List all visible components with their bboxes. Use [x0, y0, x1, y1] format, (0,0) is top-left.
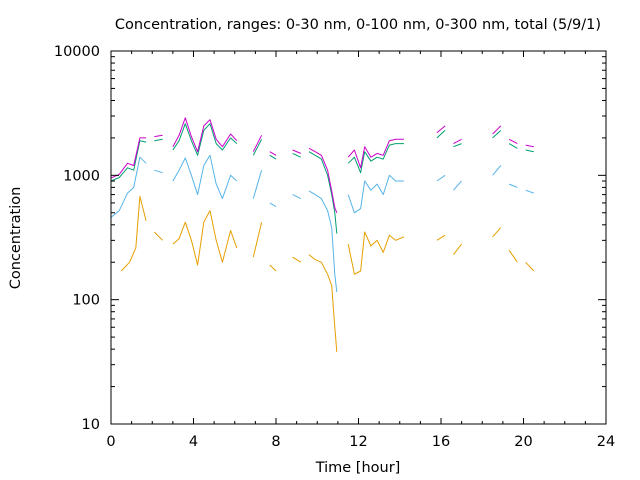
x-tick-label: 20	[514, 434, 532, 450]
y-tick-label: 100	[72, 293, 100, 309]
x-tick-label: 16	[432, 434, 450, 450]
chart-title: Concentration, ranges: 0-30 nm, 0-100 nm…	[115, 17, 601, 33]
y-tick-label: 10	[82, 417, 100, 433]
y-tick-label: 10000	[54, 44, 100, 60]
x-tick-label: 12	[349, 434, 367, 450]
y-axis-label: Concentration	[8, 187, 24, 290]
x-tick-label: 24	[597, 434, 615, 450]
y-tick-label: 1000	[63, 168, 100, 184]
x-tick-label: 8	[271, 434, 280, 450]
x-tick-label: 4	[189, 434, 198, 450]
y-axis: 10 100 1000 10000	[54, 44, 606, 433]
x-axis-label: Time [hour]	[315, 460, 401, 476]
x-axis: 0 4 8 12 16 20 24	[106, 51, 615, 450]
x-tick-label: 0	[106, 434, 115, 450]
